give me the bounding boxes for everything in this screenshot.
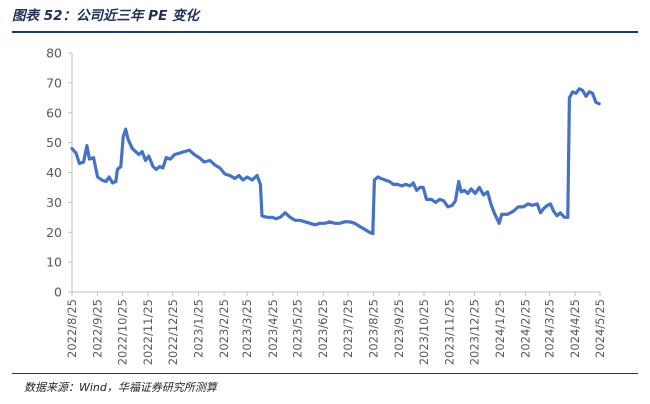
x-tick-label: 2023/3/25 — [240, 299, 254, 358]
source-note: 数据来源：Wind，华福证券研究所测算 — [24, 381, 217, 394]
y-axis: 0 10 20 30 40 50 60 70 80 — [46, 46, 73, 300]
y-tick-label: 20 — [46, 225, 62, 240]
y-tick-label: 0 — [54, 285, 62, 300]
x-tick-label: 2023/2/25 — [217, 299, 231, 358]
x-tick-label: 2023/8/25 — [367, 299, 381, 358]
plot-area — [70, 87, 601, 236]
figure-title: 图表 52：公司近三年 PE 变化 — [12, 8, 200, 24]
x-tick-label: 2023/11/25 — [443, 299, 457, 365]
x-tick-label: 2023/12/25 — [467, 299, 481, 365]
x-tick-label: 2023/4/25 — [266, 299, 280, 358]
y-tick-label: 50 — [46, 135, 62, 150]
x-tick-label: 2024/3/25 — [543, 299, 557, 358]
x-tick-label: 2023/6/25 — [316, 299, 330, 358]
y-tick-label: 60 — [46, 105, 62, 120]
pe-series-line — [70, 87, 601, 236]
x-tick-label: 2022/8/25 — [65, 299, 79, 358]
y-tick-label: 40 — [46, 165, 62, 180]
x-tick-label: 2022/12/25 — [166, 299, 180, 365]
x-tick-label: 2023/5/25 — [291, 299, 305, 358]
title-rule — [12, 31, 638, 33]
x-tick-label: 2024/1/25 — [493, 299, 507, 358]
x-tick-label: 2023/9/25 — [392, 299, 406, 358]
x-tick-label: 2023/10/25 — [417, 299, 431, 365]
x-tick-label: 2024/2/25 — [519, 299, 533, 358]
x-tick-label: 2024/5/25 — [593, 299, 607, 358]
x-tick-label: 2023/1/25 — [191, 299, 205, 358]
x-tick-label: 2022/11/25 — [141, 299, 155, 365]
y-tick-label: 30 — [46, 195, 62, 210]
x-tick-label: 2022/10/25 — [115, 299, 129, 365]
x-tick-label: 2022/9/25 — [91, 299, 105, 358]
x-tick-label: 2023/7/25 — [341, 299, 355, 358]
footer-rule — [12, 373, 638, 374]
y-tick-label: 80 — [46, 46, 62, 61]
x-tick-label: 2024/4/25 — [568, 299, 582, 358]
y-tick-label: 10 — [46, 255, 62, 270]
y-tick-label: 70 — [46, 75, 62, 90]
x-axis: 2022/8/25 2022/9/25 2022/10/25 2022/11/25 20… — [65, 291, 607, 365]
